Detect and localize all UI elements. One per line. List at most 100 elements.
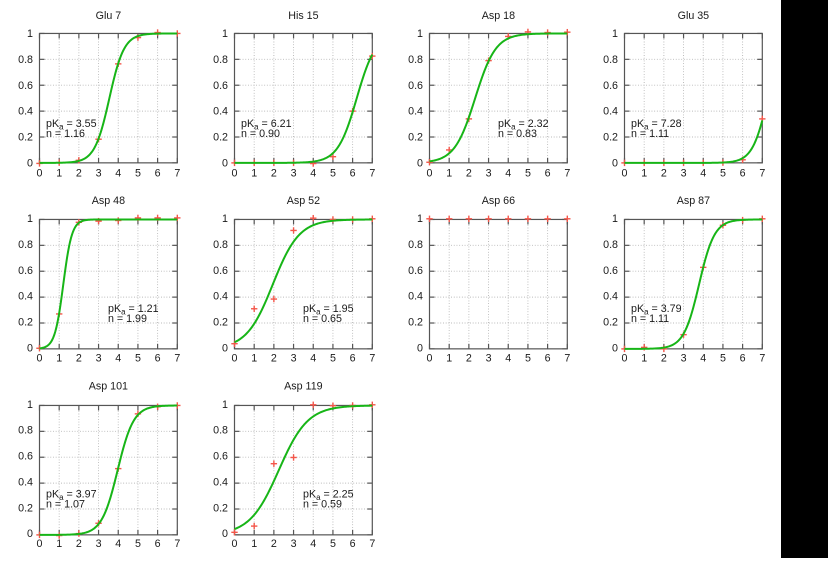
- svg-text:0.6: 0.6: [408, 80, 423, 92]
- svg-text:pKa = 1.95: pKa = 1.95: [303, 303, 354, 317]
- svg-text:0.6: 0.6: [18, 451, 33, 463]
- svg-text:0: 0: [232, 352, 238, 364]
- svg-text:0.8: 0.8: [408, 239, 423, 251]
- svg-text:0: 0: [27, 343, 33, 355]
- svg-text:2: 2: [76, 167, 82, 179]
- svg-text:4: 4: [115, 538, 121, 550]
- svg-text:0.8: 0.8: [408, 54, 423, 66]
- svg-text:0.4: 0.4: [18, 291, 33, 303]
- svg-text:n = 1.11: n = 1.11: [631, 128, 669, 140]
- svg-text:pKa = 7.28: pKa = 7.28: [631, 118, 682, 132]
- svg-text:4: 4: [115, 167, 121, 179]
- svg-text:1: 1: [251, 352, 257, 364]
- svg-text:pKa = 2.32: pKa = 2.32: [498, 118, 549, 132]
- svg-text:0: 0: [232, 538, 238, 550]
- svg-text:pKa = 3.97: pKa = 3.97: [46, 489, 97, 503]
- svg-text:0: 0: [27, 528, 33, 540]
- svg-text:7: 7: [369, 538, 375, 550]
- svg-text:2: 2: [661, 167, 667, 179]
- svg-text:4: 4: [505, 352, 511, 364]
- svg-text:5: 5: [330, 167, 336, 179]
- svg-text:4: 4: [310, 352, 316, 364]
- svg-text:1: 1: [251, 167, 257, 179]
- svg-text:0.4: 0.4: [18, 106, 33, 118]
- svg-text:0.2: 0.2: [603, 132, 618, 144]
- svg-text:0: 0: [37, 538, 43, 550]
- svg-text:2: 2: [271, 538, 277, 550]
- svg-text:5: 5: [720, 167, 726, 179]
- svg-text:1: 1: [27, 399, 33, 411]
- svg-text:3: 3: [291, 352, 297, 364]
- svg-text:0.8: 0.8: [18, 425, 33, 437]
- svg-text:5: 5: [525, 167, 531, 179]
- svg-text:n = 1.99: n = 1.99: [108, 313, 147, 325]
- svg-text:Asp 87: Asp 87: [677, 195, 710, 207]
- svg-text:6: 6: [155, 352, 161, 364]
- svg-text:1: 1: [446, 352, 452, 364]
- svg-text:4: 4: [310, 167, 316, 179]
- svg-text:pKa = 6.21: pKa = 6.21: [241, 118, 292, 132]
- svg-text:6: 6: [740, 352, 746, 364]
- svg-text:6: 6: [155, 167, 161, 179]
- svg-text:0: 0: [37, 167, 43, 179]
- svg-text:6: 6: [740, 167, 746, 179]
- svg-text:0.4: 0.4: [213, 291, 228, 303]
- svg-text:6: 6: [155, 538, 161, 550]
- svg-text:1: 1: [417, 213, 423, 225]
- svg-text:5: 5: [720, 352, 726, 364]
- svg-text:3: 3: [96, 538, 102, 550]
- svg-text:Glu 35: Glu 35: [678, 10, 710, 22]
- svg-text:0.4: 0.4: [18, 476, 33, 488]
- svg-text:7: 7: [564, 167, 570, 179]
- svg-text:1: 1: [27, 213, 33, 225]
- svg-text:4: 4: [505, 167, 511, 179]
- svg-text:1: 1: [641, 352, 647, 364]
- svg-text:7: 7: [759, 352, 765, 364]
- svg-text:n = 0.90: n = 0.90: [241, 128, 280, 140]
- svg-text:1: 1: [222, 28, 228, 40]
- svg-text:1: 1: [27, 28, 33, 40]
- svg-text:n = 1.16: n = 1.16: [46, 128, 85, 140]
- svg-text:0: 0: [232, 167, 238, 179]
- svg-text:7: 7: [759, 167, 765, 179]
- svg-text:4: 4: [700, 167, 706, 179]
- svg-text:0: 0: [222, 528, 228, 540]
- svg-text:0.2: 0.2: [18, 317, 33, 329]
- svg-text:n = 0.65: n = 0.65: [303, 313, 342, 325]
- svg-text:1: 1: [56, 352, 62, 364]
- svg-text:0.6: 0.6: [213, 80, 228, 92]
- svg-text:Glu 7: Glu 7: [96, 10, 122, 22]
- svg-text:0: 0: [417, 343, 423, 355]
- svg-text:pKa = 2.25: pKa = 2.25: [303, 489, 354, 503]
- svg-text:Asp 119: Asp 119: [284, 381, 322, 393]
- svg-text:n = 0.83: n = 0.83: [498, 128, 537, 140]
- svg-text:0.4: 0.4: [408, 291, 423, 303]
- svg-text:4: 4: [115, 352, 121, 364]
- svg-text:6: 6: [350, 352, 356, 364]
- svg-text:0: 0: [622, 167, 628, 179]
- svg-text:7: 7: [369, 167, 375, 179]
- svg-text:4: 4: [310, 538, 316, 550]
- svg-text:3: 3: [681, 352, 687, 364]
- svg-text:3: 3: [291, 538, 297, 550]
- svg-text:n = 0.59: n = 0.59: [303, 499, 342, 511]
- svg-text:0.6: 0.6: [18, 80, 33, 92]
- svg-text:3: 3: [96, 167, 102, 179]
- svg-text:3: 3: [96, 352, 102, 364]
- svg-text:6: 6: [545, 352, 551, 364]
- svg-text:0: 0: [622, 352, 628, 364]
- svg-text:Asp 101: Asp 101: [89, 381, 128, 393]
- svg-text:1: 1: [417, 28, 423, 40]
- svg-text:2: 2: [76, 538, 82, 550]
- svg-text:1: 1: [612, 28, 618, 40]
- svg-text:1: 1: [222, 213, 228, 225]
- svg-text:His 15: His 15: [288, 10, 318, 22]
- svg-text:5: 5: [525, 352, 531, 364]
- svg-text:2: 2: [271, 352, 277, 364]
- svg-text:6: 6: [545, 167, 551, 179]
- svg-text:Asp 52: Asp 52: [287, 195, 320, 207]
- svg-text:0.8: 0.8: [18, 239, 33, 251]
- svg-text:2: 2: [466, 352, 472, 364]
- svg-text:0: 0: [612, 343, 618, 355]
- svg-text:0.8: 0.8: [213, 54, 228, 66]
